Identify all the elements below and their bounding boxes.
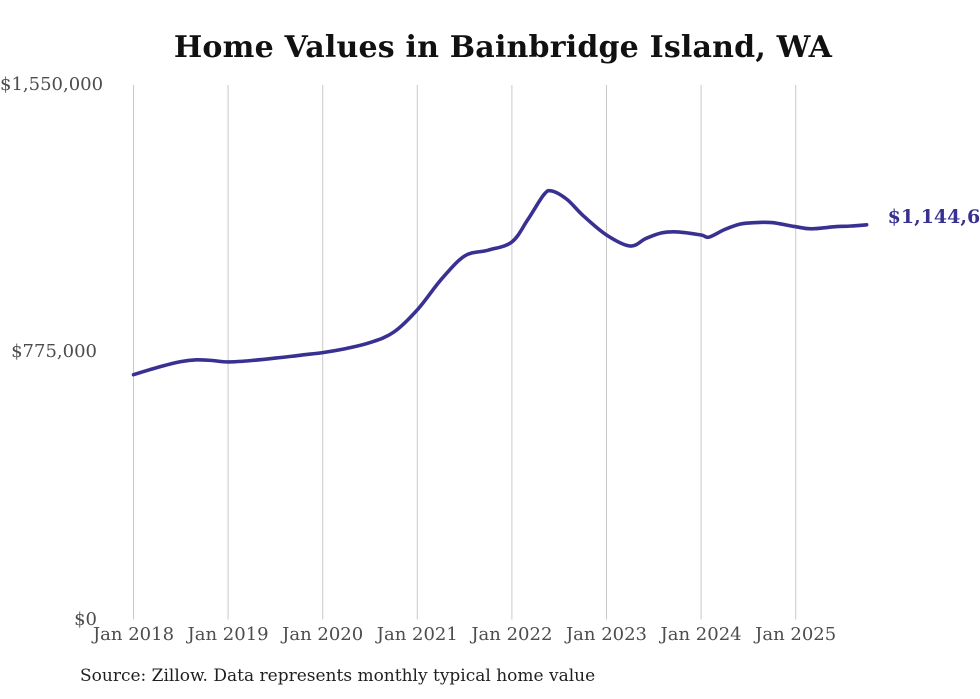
chart-title: Home Values in Bainbridge Island, WA [173,30,833,65]
x-axis-tick-label: Jan 2020 [282,624,364,645]
x-axis-tick-label: Jan 2021 [376,624,458,645]
x-axis-tick-label: Jan 2023 [565,624,648,645]
latest-value-label: $1,144,604 [887,205,980,228]
y-axis-tick-label: $0 [74,608,97,630]
x-axis-tick-label: Jan 2025 [755,624,837,645]
x-axis-tick-label: Jan 2018 [92,624,175,645]
x-axis-tick-label: Jan 2022 [471,624,553,645]
x-axis-tick-label: Jan 2019 [187,624,269,645]
source-note: Source: Zillow. Data represents monthly … [80,666,596,686]
vertical-gridlines [133,85,797,620]
home-value-series-line [131,188,869,377]
x-axis-tick-label: Jan 2024 [660,624,742,645]
y-axis-tick-label: $1,550,000 [0,74,104,95]
y-axis-tick-label: $775,000 [11,341,97,363]
